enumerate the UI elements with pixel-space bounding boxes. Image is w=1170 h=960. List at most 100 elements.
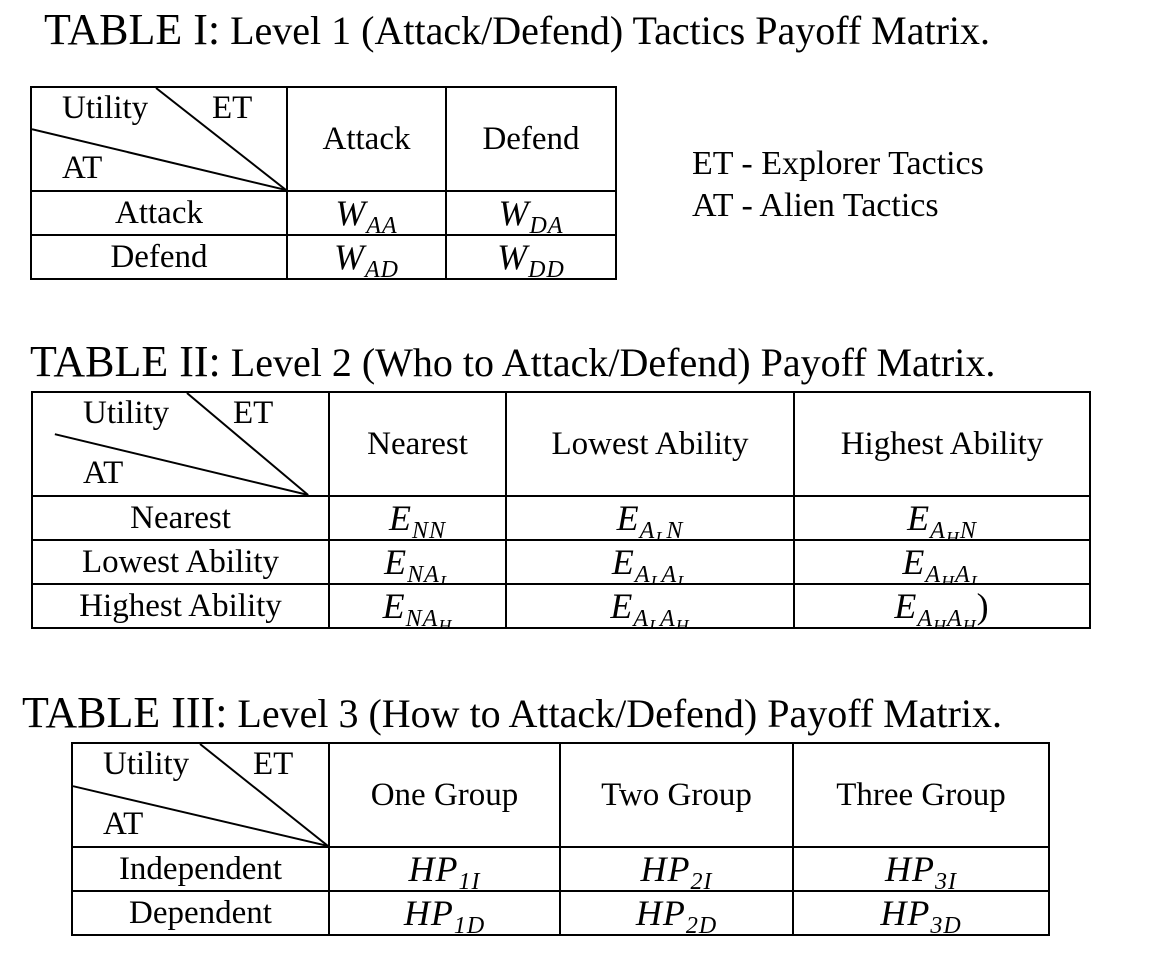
table2-cell: EALAL — [505, 539, 795, 585]
table2-caption: TABLE II: Level 2 (Who to Attack/Defend)… — [30, 338, 995, 387]
cell-subscript: 2I — [690, 869, 713, 891]
cell-base: E — [907, 498, 931, 538]
table3-cell: HP3D — [792, 890, 1050, 936]
cell-base: E — [384, 542, 408, 582]
table3-col-header: Two Group — [559, 742, 794, 848]
table3-cell: HP1D — [328, 890, 561, 936]
cell-base: HP — [640, 849, 691, 889]
cell-base: E — [610, 586, 634, 626]
table2-cell: EAHAL — [793, 539, 1091, 585]
cell-subscript: NN — [411, 518, 446, 540]
cell-base: HP — [408, 849, 459, 889]
subscript-sub: L — [677, 572, 689, 584]
table1-cell: WDA — [445, 190, 617, 236]
table3-corner-utility: Utility — [103, 746, 190, 782]
cell-base: HP — [635, 893, 686, 933]
cell-base: E — [388, 498, 412, 538]
table3-corner-diagonals — [74, 745, 327, 845]
subscript-part: NA — [407, 562, 440, 584]
subscript-sub: L — [655, 528, 667, 540]
table3-row-header: Independent — [71, 846, 330, 892]
subscript-part: A — [639, 518, 656, 540]
cell-subscript: AHN — [930, 518, 977, 540]
subscript-sub: L — [970, 572, 982, 584]
table1-corner-et: ET — [212, 90, 253, 126]
table3-corner-at: AT — [103, 806, 144, 842]
table1-corner-utility: Utility — [62, 90, 149, 126]
cell-subscript: 1I — [458, 869, 481, 891]
cell-base: E — [382, 586, 406, 626]
subscript-sub: L — [439, 572, 451, 584]
table1-row-header: Attack — [30, 190, 288, 236]
table2-col-header: Nearest — [328, 391, 507, 497]
table2-corner-et: ET — [233, 395, 274, 431]
cell-subscript: 3I — [935, 869, 957, 891]
cell-subscript: DD — [528, 257, 565, 279]
subscript-sub: H — [675, 616, 690, 628]
table1-caption-text: Level 1 (Attack/Defend) Tactics Payoff M… — [230, 8, 991, 53]
subscript-sub: H — [933, 616, 947, 628]
table2-row-header: Highest Ability — [31, 583, 330, 629]
table2-cell: ENAL — [328, 539, 507, 585]
table2-corner-diagonals — [54, 394, 309, 494]
table2-col-header: Highest Ability — [793, 391, 1091, 497]
cell-base: W — [335, 193, 367, 233]
table2-cell: EALAH — [505, 583, 795, 629]
table2-caption-text: Level 2 (Who to Attack/Defend) Payoff Ma… — [230, 340, 996, 385]
subscript-part: N — [959, 518, 977, 540]
table1-cell: WAD — [286, 234, 447, 280]
cell-subscript: DA — [529, 213, 564, 235]
subscript-part: A — [634, 562, 651, 584]
cell-subscript: ALAH — [633, 606, 690, 628]
table3-col-header: Three Group — [792, 742, 1050, 848]
table2-corner-cell: Utility ET AT — [31, 391, 330, 497]
table2-corner-at: AT — [83, 455, 124, 491]
cell-subscript: ALN — [639, 518, 684, 540]
cell-base: HP — [403, 893, 454, 933]
cell-tail: ) — [976, 586, 990, 626]
cell-subscript: ALAL — [634, 562, 689, 584]
cell-subscript: AHAH — [917, 606, 976, 628]
table3-corner-et: ET — [253, 746, 294, 782]
table3-cell: HP2D — [559, 890, 794, 936]
table1-corner-at: AT — [62, 150, 103, 186]
cell-subscript: NAH — [405, 606, 453, 628]
cell-base: W — [497, 237, 529, 277]
table1-corner-diagonals — [33, 89, 285, 189]
table1-col-header: Attack — [286, 86, 447, 192]
subscript-part: A — [660, 606, 676, 628]
table1-corner-cell: Utility ET AT — [30, 86, 288, 192]
table1-caption: TABLE I: Level 1 (Attack/Defend) Tactics… — [44, 6, 990, 55]
cell-base: E — [616, 498, 640, 538]
table2-cell: EAHN — [793, 495, 1091, 541]
subscript-part: A — [917, 606, 933, 628]
legend-line-et: ET - Explorer Tactics — [692, 145, 984, 182]
subscript-sub: H — [940, 572, 955, 584]
cell-subscript: 3D — [930, 913, 962, 935]
table2-row-header: Nearest — [31, 495, 330, 541]
subscript-part: A — [633, 606, 649, 628]
table2-payoff-matrix: Utility ET AT Nearest Lowest Ability Hig… — [31, 391, 1091, 629]
table3-cell: HP3I — [792, 846, 1050, 892]
cell-subscript: AA — [366, 213, 398, 235]
table1-col-header: Defend — [445, 86, 617, 192]
subscript-sub: L — [650, 572, 662, 584]
table2-cell: EALN — [505, 495, 795, 541]
table1-row-header: Defend — [30, 234, 288, 280]
subscript-part: NA — [405, 606, 439, 628]
subscript-part: A — [925, 562, 941, 584]
subscript-part: NN — [411, 518, 446, 540]
legend-line-at: AT - Alien Tactics — [692, 187, 939, 224]
subscript-part: A — [930, 518, 946, 540]
cell-base: W — [498, 193, 530, 233]
table3-caption: TABLE III: Level 3 (How to Attack/Defend… — [22, 689, 1002, 738]
subscript-part: A — [661, 562, 678, 584]
table3-caption-text: Level 3 (How to Attack/Defend) Payoff Ma… — [237, 691, 1003, 736]
table2-row-header: Lowest Ability — [31, 539, 330, 585]
table1-cell: WAA — [286, 190, 447, 236]
table3-row-header: Dependent — [71, 890, 330, 936]
cell-subscript: 2D — [685, 913, 718, 935]
table1-cell: WDD — [445, 234, 617, 280]
table3-corner-cell: Utility ET AT — [71, 742, 330, 848]
table3-col-header: One Group — [328, 742, 561, 848]
